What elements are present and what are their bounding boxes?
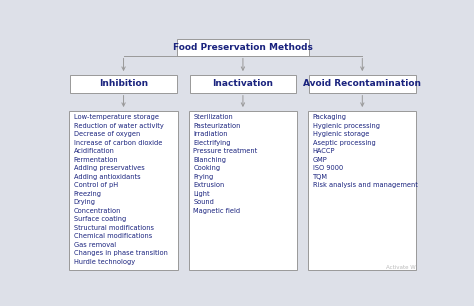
Text: Inactivation: Inactivation bbox=[212, 79, 273, 88]
FancyBboxPatch shape bbox=[177, 39, 309, 56]
Text: Low-temperature storage
Reduction of water activity
Decrease of oxygen
Increase : Low-temperature storage Reduction of wat… bbox=[74, 114, 168, 265]
FancyBboxPatch shape bbox=[309, 75, 416, 93]
Text: Food Preservation Methods: Food Preservation Methods bbox=[173, 43, 313, 52]
FancyBboxPatch shape bbox=[69, 111, 178, 270]
FancyBboxPatch shape bbox=[70, 75, 177, 93]
FancyBboxPatch shape bbox=[190, 75, 296, 93]
Text: Activate W: Activate W bbox=[386, 265, 416, 270]
Text: Avoid Recontamination: Avoid Recontamination bbox=[303, 79, 421, 88]
FancyBboxPatch shape bbox=[189, 111, 297, 270]
Text: Packaging
Hygienic processing
Hygienic storage
Aseptic processing
HACCP
GMP
ISO : Packaging Hygienic processing Hygienic s… bbox=[312, 114, 418, 188]
Text: Inhibition: Inhibition bbox=[99, 79, 148, 88]
FancyBboxPatch shape bbox=[308, 111, 417, 270]
Text: Sterilization
Pasteurization
Irradiation
Electrifying
Pressure treatment
Blanchi: Sterilization Pasteurization Irradiation… bbox=[193, 114, 257, 214]
